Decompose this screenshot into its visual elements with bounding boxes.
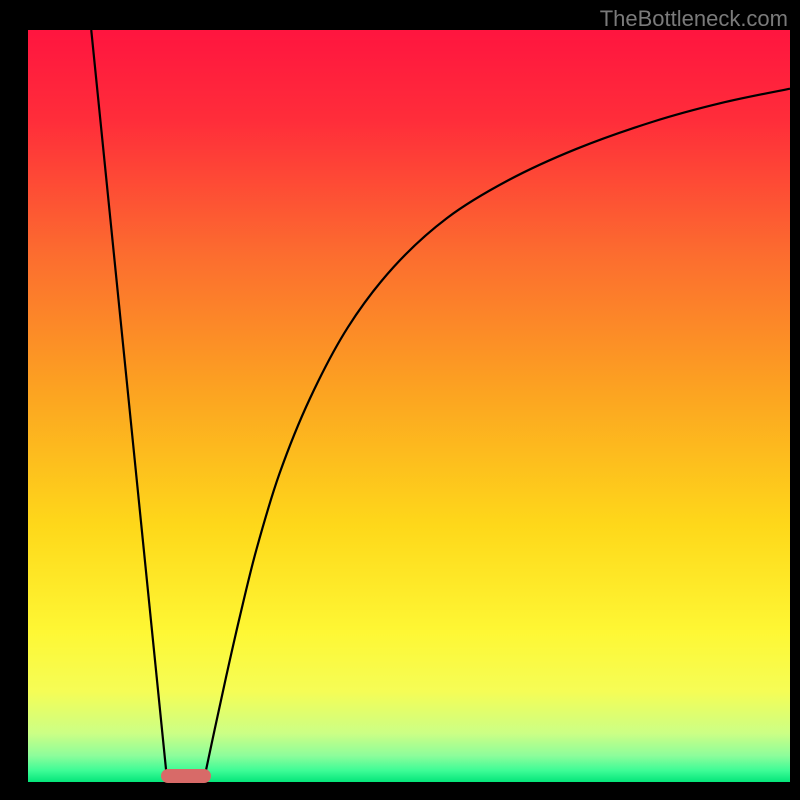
bottleneck-v-line [91, 30, 166, 776]
chart-frame: TheBottleneck.com [0, 0, 800, 800]
optimal-marker [161, 769, 211, 783]
chart-lines [28, 30, 790, 782]
bottleneck-curve [205, 89, 790, 776]
watermark-text: TheBottleneck.com [600, 6, 788, 32]
plot-area [28, 30, 790, 782]
